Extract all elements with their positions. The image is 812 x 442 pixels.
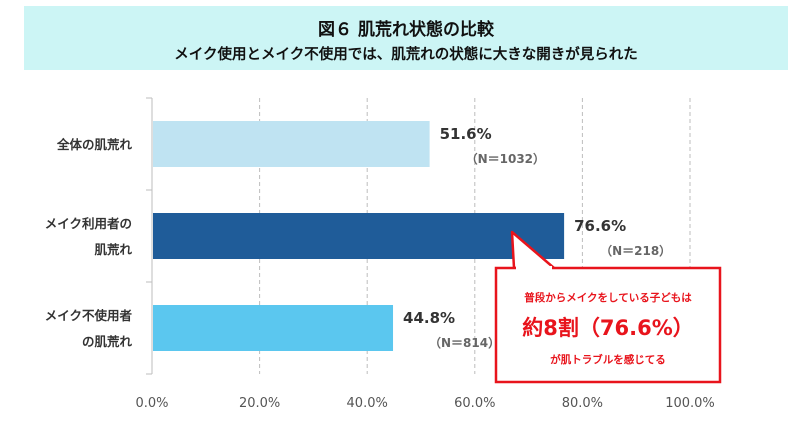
callout-box [494, 266, 722, 384]
chart-subtitle: メイク使用とメイク不使用では、肌荒れの状態に大きな開きが見られた [174, 47, 638, 63]
x-tick-label: 60.0% [454, 396, 495, 411]
x-tick-label: 40.0% [347, 396, 388, 411]
callout-line2: 約8割（76.6%） [522, 316, 694, 340]
category-label: 肌荒れ [93, 242, 132, 257]
n-label: （N＝814） [429, 335, 500, 350]
bar [153, 305, 394, 351]
bar [153, 121, 430, 167]
callout-line1: 普段からメイクをしている子どもは [524, 292, 692, 304]
value-label: 51.6% [440, 125, 492, 143]
bar [153, 213, 565, 259]
category-label: の肌荒れ [82, 334, 133, 349]
category-label: メイク不使用者 [45, 308, 133, 323]
chart-title: 図６ 肌荒れ状態の比較 [318, 20, 494, 40]
callout-pointer-mask [516, 266, 552, 271]
value-label: 76.6% [574, 217, 626, 235]
x-tick-label: 20.0% [239, 396, 280, 411]
n-label: （N＝1032） [466, 151, 545, 166]
title-banner: 図６ 肌荒れ状態の比較 メイク使用とメイク不使用では、肌荒れの状態に大きな開きが… [24, 6, 788, 70]
category-label: 全体の肌荒れ [56, 137, 133, 152]
category-label: メイク利用者の [45, 216, 132, 231]
x-tick-label: 0.0% [135, 396, 168, 411]
value-label: 44.8% [403, 309, 455, 327]
x-tick-label: 80.0% [562, 396, 603, 411]
n-label: （N＝218） [600, 243, 671, 258]
callout-line3: が肌トラブルを感じてる [550, 354, 666, 366]
x-tick-label: 100.0% [665, 396, 715, 411]
